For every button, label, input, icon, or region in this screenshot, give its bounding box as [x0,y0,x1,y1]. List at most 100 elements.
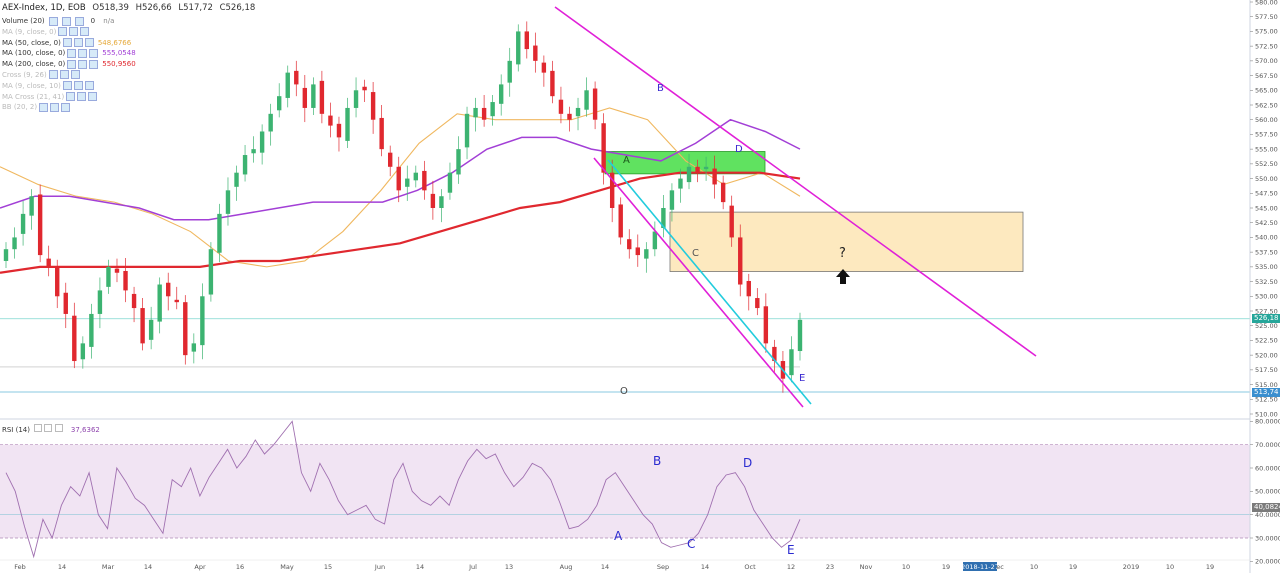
close-icon[interactable] [75,16,85,26]
x-tick-label: 14 [58,563,66,571]
rsi-axis[interactable]: 80.0000 70.0000 60.0000 50.0000 40.0000 30.00… [1250,418,1280,566]
rsi-line-group [5,420,801,559]
legend-row-3[interactable]: MA (200, close, 0) 550,9560 [2,59,255,70]
rsi-tick-label: 40.0000 [1255,511,1280,519]
legend-row-label: MA Cross (21, 41) [2,92,65,101]
visibility-toggle-icon[interactable] [66,92,76,102]
rsi-legend[interactable]: RSI (14) 37,6362 [2,424,100,434]
visibility-toggle-icon[interactable] [67,59,77,69]
rsi-settings-icon[interactable] [44,424,53,432]
legend-row-value: 548,6766 [97,38,132,47]
candle-body [567,113,572,120]
x-tick-label: Sep [657,563,669,571]
legend-row-6[interactable]: MA Cross (21, 41) [2,92,255,103]
y-tick-label: 575.00 [1255,28,1278,36]
x-tick-highlight [963,562,997,571]
y-tick-label: 517.50 [1255,366,1278,374]
y-tick-label: 572.50 [1255,42,1278,50]
close-icon[interactable] [89,48,99,58]
candle-body [20,213,26,234]
visibility-toggle-icon[interactable] [62,81,72,91]
visibility-toggle-icon[interactable] [39,102,49,112]
settings-icon[interactable] [77,92,87,102]
rsi-close-icon[interactable] [54,424,63,432]
legend-row-2[interactable]: MA (100, close, 0) 555,0548 [2,48,255,59]
symbol-title[interactable]: AEX-Index, 1D, EOB [2,3,86,13]
rsi-tick-label: 60.0000 [1255,464,1280,472]
visibility-toggle-icon[interactable] [67,48,77,58]
visibility-toggle-icon[interactable] [62,38,72,48]
upper-trendline[interactable] [554,6,1037,357]
price-axis[interactable]: 580.00 577.50 575.00 572.50 570.00 567.50 565.… [1249,0,1278,573]
candle-body [387,152,393,167]
candle-body [208,249,214,295]
legend-row-label: BB (20, 2) [2,103,38,112]
candle-body [575,107,581,117]
candle-body [106,266,111,287]
candle-body [644,249,649,259]
up-arrow-icon [836,269,850,284]
close-icon[interactable] [89,59,99,69]
settings-icon[interactable] [69,27,79,37]
price-pane-bg [0,0,1250,418]
trend-channel[interactable] [554,6,1037,408]
close-icon[interactable] [80,27,90,37]
x-tick-label: 14 [144,563,152,571]
x-tick-label: May [280,563,294,571]
settings-icon[interactable] [78,48,88,58]
legend-row-5[interactable]: MA (9, close, 10) [2,81,255,92]
legend-row-1[interactable]: MA (50, close, 0) 548,6766 [2,38,255,49]
candle-body [277,96,282,111]
candle-body [447,172,453,193]
question-label: ? [839,246,846,261]
visibility-toggle-icon[interactable] [48,70,58,80]
candle-body [183,302,188,356]
y-tick-label: 557.50 [1255,131,1278,139]
lower-trendline[interactable] [593,157,804,408]
candle-body [396,166,401,191]
up-arrow-shape [836,269,850,284]
resistance-zone[interactable] [669,211,1024,272]
candle-body [37,194,43,256]
settings-icon[interactable] [50,102,60,112]
settings-icon[interactable] [59,70,69,80]
close-icon[interactable] [88,92,98,102]
candle-body [703,166,709,170]
candle-body [336,123,342,138]
time-axis[interactable]: Feb 14 Mar 14 Apr 16 May 15 Jun 14 Jul 13 Aug 14 Sep 14… [0,559,1250,571]
candle-body [200,296,205,346]
legend-volume-row[interactable]: Volume (20) 0 n/a [2,16,255,27]
x-tick-label: Nov [860,563,873,571]
x-tick-label: 19 [1206,563,1214,571]
current-price-tag: 526,18 [1252,314,1280,323]
settings-icon[interactable] [78,59,88,69]
candle-body [464,113,470,148]
visibility-toggle-icon[interactable] [58,27,68,37]
rsi-visibility-icon[interactable] [34,424,43,432]
legend-row-7[interactable]: BB (20, 2) [2,102,255,113]
settings-icon[interactable] [62,16,72,26]
candle-body [405,178,410,187]
support-price-tag: 513,74 [1252,388,1280,397]
inner-trendline[interactable] [607,159,812,405]
legend-row-0[interactable]: MA (9, close, 0) [2,27,255,38]
settings-icon[interactable] [73,38,83,48]
chart-legend: AEX-Index, 1D, EOB O518,39 H526,66 L517,… [2,3,255,113]
close-icon[interactable] [84,81,94,91]
close-icon[interactable] [61,102,71,112]
candle-body [319,80,325,114]
settings-icon[interactable] [73,81,83,91]
candle-body [12,237,17,250]
close-icon[interactable] [84,38,94,48]
candle-body [669,190,675,210]
close-icon[interactable] [70,70,80,80]
candle-body [285,72,290,98]
candle-body [174,299,179,303]
y-tick-label: 537.50 [1255,248,1278,256]
legend-row-4[interactable]: Cross (9, 26) [2,70,255,81]
candle-body [217,213,222,253]
candlesticks [3,21,803,393]
visibility-toggle-icon[interactable] [48,16,58,26]
candle-body [251,149,256,154]
